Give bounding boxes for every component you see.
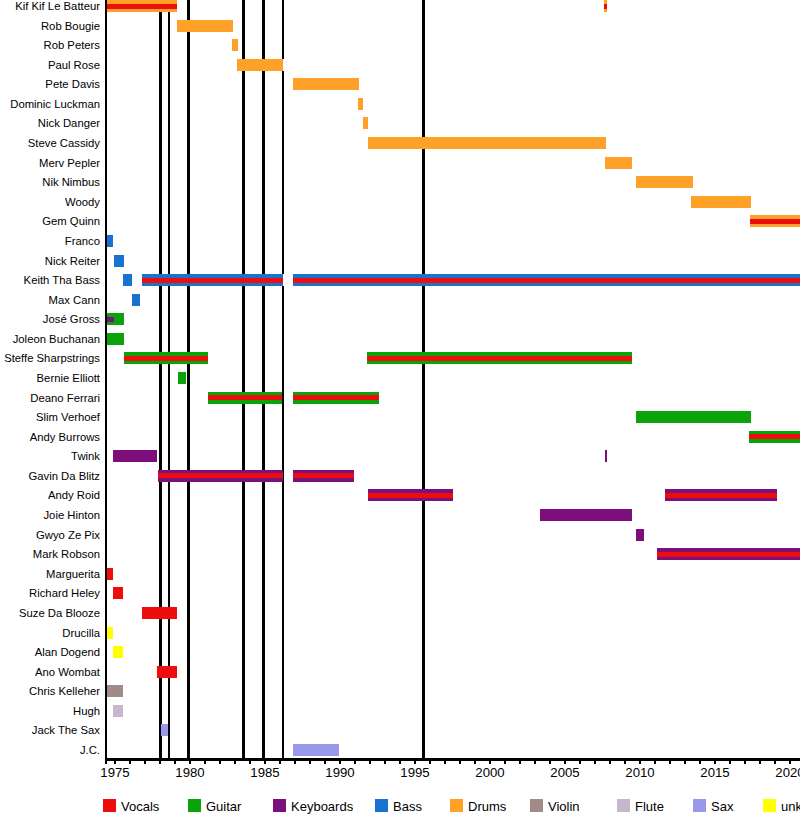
member-name: Marguerita xyxy=(0,567,100,581)
member-name: Bernie Elliott xyxy=(0,371,100,385)
member-name: Hugh xyxy=(0,704,100,718)
member-name: Andy Burrows xyxy=(0,430,100,444)
member-name: Max Cann xyxy=(0,293,100,307)
member-name: Steve Cassidy xyxy=(0,136,100,150)
legend-swatch-flute xyxy=(617,799,630,812)
legend-label-bass: Bass xyxy=(393,799,422,814)
legend-swatch-guitar xyxy=(188,799,201,812)
member-name: Dominic Luckman xyxy=(0,97,100,111)
legend-label-guitar: Guitar xyxy=(206,799,241,814)
member-name: Nik Nimbus xyxy=(0,175,100,189)
band-members-timeline: 1975 1980 1985 1990 1995 2000 2005 2010 2015 2020… xyxy=(0,0,800,818)
member-name: Alan Dogend xyxy=(0,645,100,659)
labels-layer: 1975 1980 1985 1990 1995 2000 2005 2010 2015 2020… xyxy=(0,0,800,818)
member-name: Twink xyxy=(0,449,100,463)
member-name: Pete Davis xyxy=(0,77,100,91)
legend-label-vocals: Vocals xyxy=(121,799,159,814)
member-name: Slim Verhoef xyxy=(0,410,100,424)
member-name: Deano Ferrari xyxy=(0,391,100,405)
member-name: Keith Tha Bass xyxy=(0,273,100,287)
x-axis-label: 1975 xyxy=(100,765,129,780)
member-name: Mark Robson xyxy=(0,547,100,561)
legend-swatch-keyboards xyxy=(273,799,286,812)
x-axis-label: 1990 xyxy=(325,765,354,780)
legend-swatch-sax xyxy=(693,799,706,812)
legend-label-drums: Drums xyxy=(468,799,506,814)
member-name: Chris Kelleher xyxy=(0,684,100,698)
member-name: Franco xyxy=(0,234,100,248)
member-name: Richard Heley xyxy=(0,586,100,600)
x-axis-label: 1980 xyxy=(175,765,204,780)
legend-label-violin: Violin xyxy=(548,799,580,814)
member-name: Joie Hinton xyxy=(0,508,100,522)
member-name: Ano Wombat xyxy=(0,665,100,679)
member-name: Rob Bougie xyxy=(0,19,100,33)
member-name: Nick Reiter xyxy=(0,254,100,268)
legend-label-unknown: unknown xyxy=(781,799,800,814)
legend-swatch-bass xyxy=(375,799,388,812)
legend-swatch-vocals xyxy=(103,799,116,812)
member-name: Jack The Sax xyxy=(0,723,100,737)
member-name: Gem Quinn xyxy=(0,214,100,228)
member-name: Joleon Buchanan xyxy=(0,332,100,346)
member-name: Drucilla xyxy=(0,626,100,640)
member-name: J.C. xyxy=(0,743,100,757)
legend-swatch-unknown xyxy=(763,799,776,812)
x-axis-label: 2015 xyxy=(700,765,729,780)
member-name: Kif Kif Le Batteur xyxy=(0,0,100,13)
x-axis-label: 2000 xyxy=(475,765,504,780)
member-name: Suze Da Blooze xyxy=(0,606,100,620)
legend-swatch-violin xyxy=(530,799,543,812)
legend-label-sax: Sax xyxy=(711,799,733,814)
x-axis-label: 2010 xyxy=(625,765,654,780)
member-name: Nick Danger xyxy=(0,116,100,130)
x-axis-label: 2020 xyxy=(775,765,800,780)
legend-label-flute: Flute xyxy=(635,799,664,814)
member-name: Gavin Da Blitz xyxy=(0,469,100,483)
legend-swatch-drums xyxy=(450,799,463,812)
member-name: Andy Roid xyxy=(0,488,100,502)
x-axis-label: 2005 xyxy=(550,765,579,780)
x-axis-label: 1985 xyxy=(250,765,279,780)
member-name: Steffe Sharpstrings xyxy=(0,351,100,365)
member-name: Paul Rose xyxy=(0,58,100,72)
member-name: Rob Peters xyxy=(0,38,100,52)
legend-label-keyboards: Keyboards xyxy=(291,799,353,814)
x-axis-label: 1995 xyxy=(400,765,429,780)
member-name: Merv Pepler xyxy=(0,156,100,170)
member-name: Gwyo Ze Pix xyxy=(0,528,100,542)
member-name: José Gross xyxy=(0,312,100,326)
member-name: Woody xyxy=(0,195,100,209)
